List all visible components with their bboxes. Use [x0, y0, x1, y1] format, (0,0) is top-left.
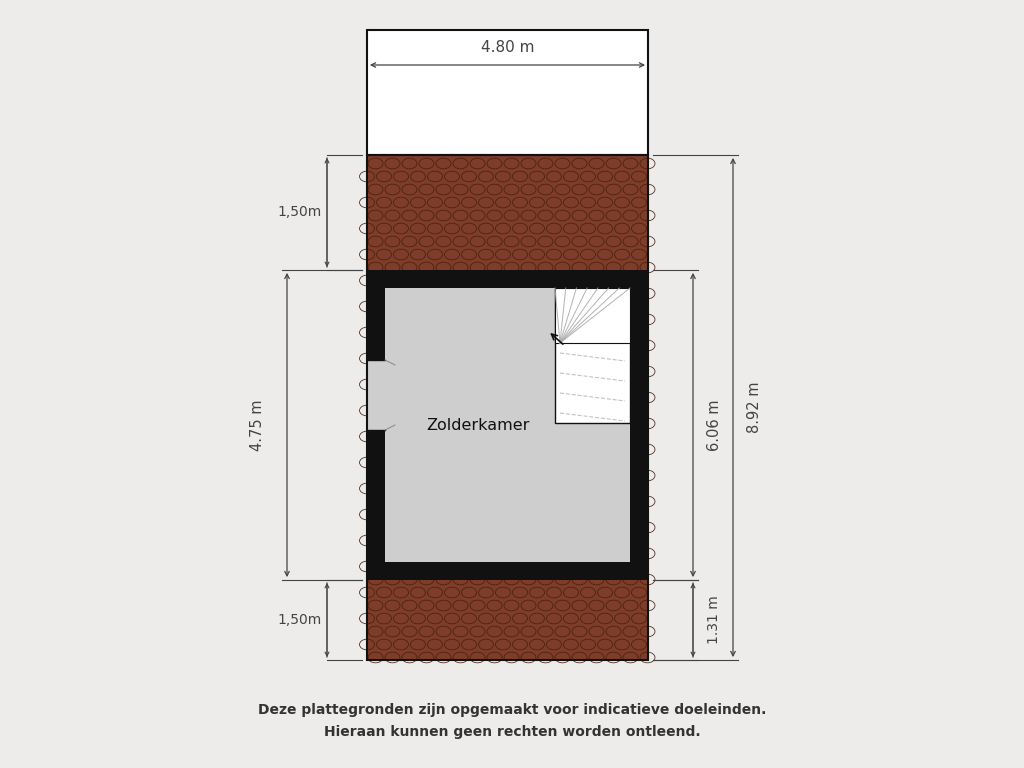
- Bar: [367, 155, 648, 660]
- Bar: [385, 288, 630, 562]
- Text: Deze plattegronden zijn opgemaakt voor indicatieve doeleinden.: Deze plattegronden zijn opgemaakt voor i…: [258, 703, 766, 717]
- Bar: [367, 562, 648, 580]
- Bar: [555, 288, 630, 423]
- Bar: [630, 270, 648, 580]
- Text: 1,50m: 1,50m: [278, 613, 322, 627]
- Text: 8.92 m: 8.92 m: [746, 382, 762, 433]
- Text: Zolderkamer: Zolderkamer: [426, 418, 529, 432]
- Bar: [367, 270, 385, 580]
- Bar: [555, 288, 630, 343]
- Text: Hieraan kunnen geen rechten worden ontleend.: Hieraan kunnen geen rechten worden ontle…: [324, 725, 700, 739]
- Text: 4.75 m: 4.75 m: [250, 399, 265, 451]
- Bar: [367, 360, 385, 430]
- Text: 4.80 m: 4.80 m: [480, 39, 535, 55]
- Bar: [367, 270, 648, 288]
- Bar: [367, 155, 648, 660]
- Bar: [367, 155, 648, 660]
- Bar: [367, 30, 648, 155]
- Text: 1,50m: 1,50m: [278, 206, 322, 220]
- Text: 1.31 m: 1.31 m: [707, 596, 721, 644]
- Text: 6.06 m: 6.06 m: [707, 399, 722, 451]
